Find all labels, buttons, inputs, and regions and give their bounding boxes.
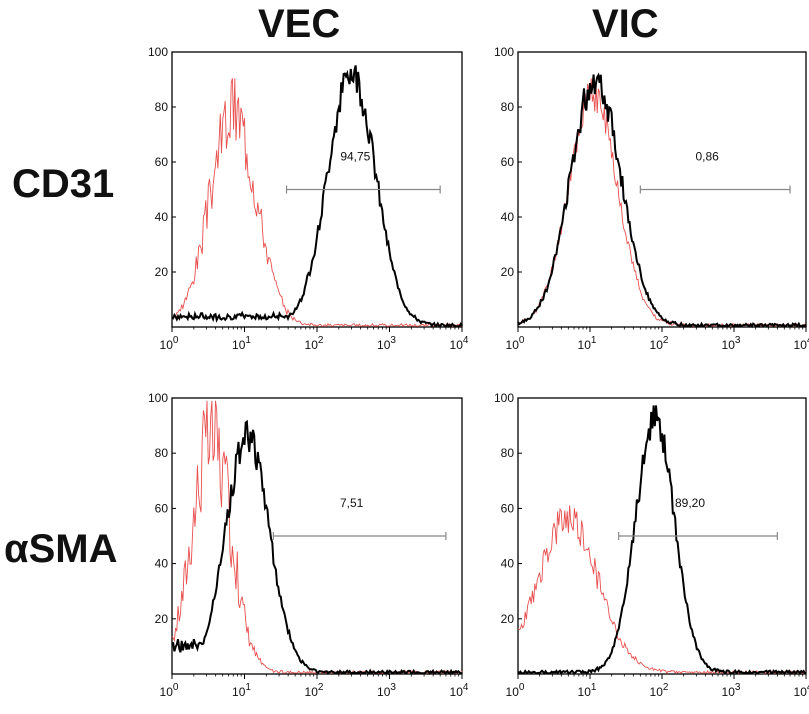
control-histogram <box>517 78 807 328</box>
y-tick-label: 80 <box>501 446 515 460</box>
x-tick-label: 103 <box>722 682 741 699</box>
x-tick-label: 100 <box>506 335 525 352</box>
y-tick-label: 60 <box>155 155 169 169</box>
x-tick-label: 103 <box>722 335 741 352</box>
x-tick-label: 104 <box>450 335 469 352</box>
x-tick-label: 100 <box>506 682 525 699</box>
x-tick-label: 103 <box>377 682 396 699</box>
y-tick-label: 80 <box>155 100 169 114</box>
y-tick-label: 20 <box>155 612 169 626</box>
sample-histogram <box>517 72 807 329</box>
sample-histogram <box>171 419 462 676</box>
y-tick-label: 20 <box>501 612 515 626</box>
y-tick-label: 40 <box>501 210 515 224</box>
y-tick-label: 40 <box>155 557 169 571</box>
x-tick-label: 100 <box>160 335 179 352</box>
gate-percentage-label: 7,51 <box>340 496 364 510</box>
histogram-panel-vec-asma: 20 40 60 80 100 100 101 102 103 104 7,51 <box>148 391 469 699</box>
x-tick-label: 101 <box>578 682 597 699</box>
y-tick-label: 20 <box>501 265 515 279</box>
column-title-vec: VEC <box>258 2 341 46</box>
x-tick-label: 102 <box>305 335 324 352</box>
y-tick-label: 100 <box>148 391 168 405</box>
x-tick-label: 102 <box>305 682 324 699</box>
x-tick-label: 101 <box>578 335 597 352</box>
histogram-panel-vic-cd31: 20 40 60 80 100 100 101 102 103 104 0,86 <box>494 45 809 352</box>
y-tick-label: 100 <box>494 45 514 59</box>
x-tick-label: 101 <box>232 682 251 699</box>
histogram-panel-vec-cd31: 20 40 60 80 100 100 101 102 103 104 94,75 <box>148 45 469 352</box>
y-tick-label: 100 <box>494 391 514 405</box>
column-title-vic: VIC <box>592 2 659 46</box>
x-tick-label: 104 <box>794 682 809 699</box>
x-tick-label: 101 <box>232 335 251 352</box>
x-tick-label: 104 <box>450 682 469 699</box>
x-tick-label: 103 <box>377 335 396 352</box>
y-tick-label: 60 <box>501 155 515 169</box>
row-title-asma: αSMA <box>4 527 118 571</box>
gate-percentage-label: 89,20 <box>675 496 705 510</box>
control-histogram <box>171 78 463 328</box>
y-tick-label: 100 <box>148 45 168 59</box>
row-title-cd31: CD31 <box>12 162 115 206</box>
y-tick-label: 40 <box>155 210 169 224</box>
y-tick-label: 80 <box>155 446 169 460</box>
histogram-panel-vic-asma: 20 40 60 80 100 100 101 102 103 104 89,20 <box>494 391 809 699</box>
sample-histogram <box>517 405 807 676</box>
y-tick-label: 20 <box>155 265 169 279</box>
sample-histogram <box>171 65 463 328</box>
gate-percentage-label: 0,86 <box>695 150 719 164</box>
y-tick-label: 60 <box>501 501 515 515</box>
x-tick-label: 102 <box>650 335 669 352</box>
y-tick-label: 60 <box>155 501 169 515</box>
control-histogram <box>517 505 807 675</box>
y-tick-label: 40 <box>501 557 515 571</box>
gate-percentage-label: 94,75 <box>340 150 370 164</box>
control-histogram <box>171 400 463 675</box>
x-tick-label: 104 <box>794 335 809 352</box>
x-tick-label: 100 <box>160 682 179 699</box>
y-tick-label: 80 <box>501 100 515 114</box>
x-tick-label: 102 <box>650 682 669 699</box>
